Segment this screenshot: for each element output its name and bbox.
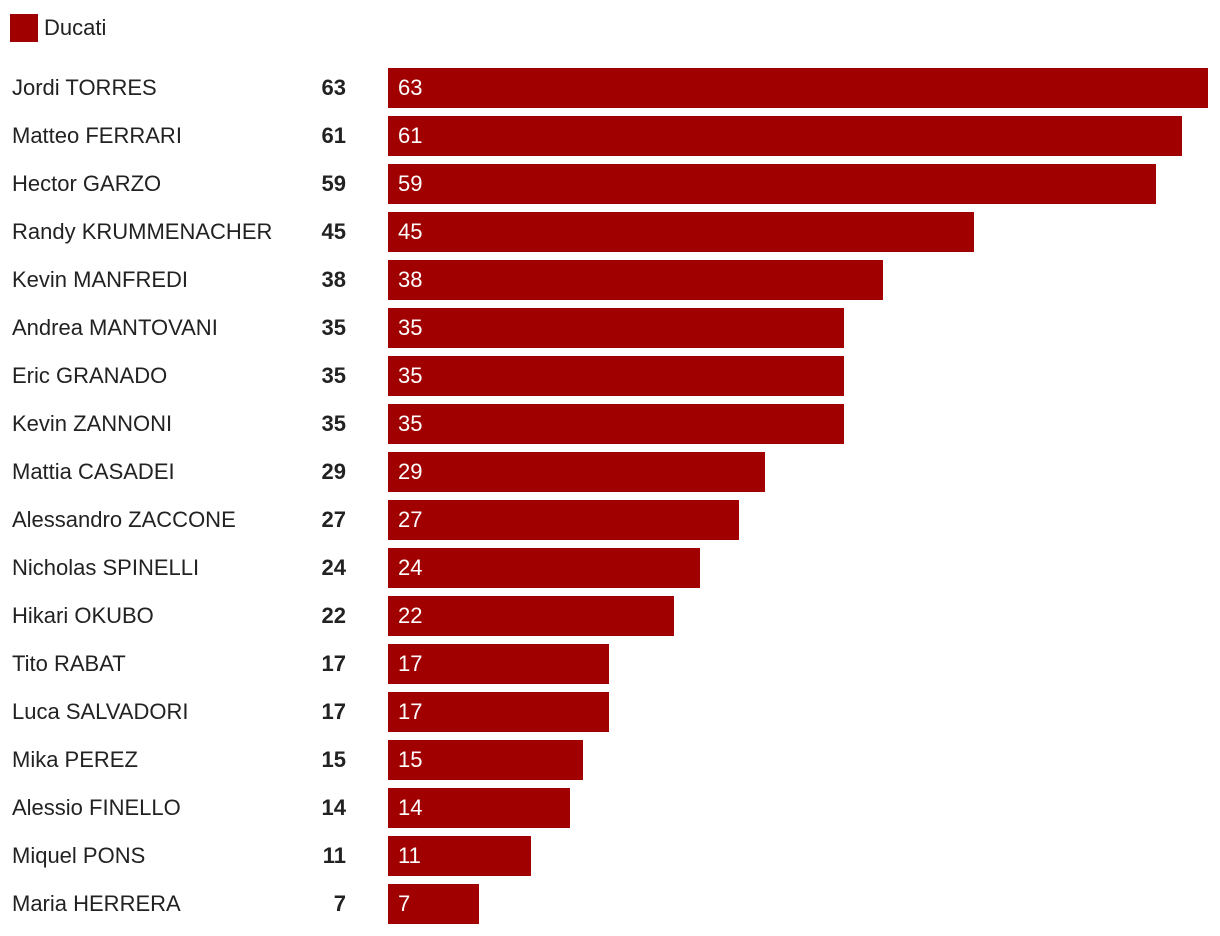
- category-label: Alessandro ZACCONE: [12, 507, 236, 532]
- value-label: 45: [321, 219, 346, 244]
- bar-row: Mika PEREZ 15 15: [0, 740, 1220, 780]
- bar-row: Andrea MANTOVANI 35 35: [0, 308, 1220, 348]
- bar-data-label: 61: [398, 123, 423, 148]
- bar: 35: [388, 356, 844, 396]
- category-label: Andrea MANTOVANI: [12, 315, 218, 340]
- bar-row: Jordi TORRES 63 63: [0, 68, 1220, 108]
- category-label: Mika PEREZ: [12, 747, 138, 772]
- category-label: Hector GARZO: [12, 171, 162, 196]
- value-label: 35: [321, 363, 346, 388]
- category-label: Matteo FERRARI: [12, 123, 182, 148]
- bar: 24: [388, 548, 700, 588]
- bar-data-label: 38: [398, 267, 423, 292]
- legend: Ducati: [10, 13, 106, 43]
- value-label: 22: [321, 603, 346, 628]
- bar-data-label: 35: [398, 411, 423, 436]
- bar: 22: [388, 596, 674, 636]
- bar-data-label: 29: [398, 459, 423, 484]
- bar-data-label: 59: [398, 171, 423, 196]
- bar: 7: [388, 884, 479, 924]
- bar: 59: [388, 164, 1156, 204]
- value-label: 27: [321, 507, 346, 532]
- bar: 45: [388, 212, 974, 252]
- bar: 38: [388, 260, 883, 300]
- category-label: Eric GRANADO: [12, 363, 168, 388]
- category-label: Hikari OKUBO: [12, 603, 154, 628]
- bar-row: Miquel PONS 11 11: [0, 836, 1220, 876]
- bar-data-label: 7: [398, 891, 411, 916]
- bar-row: Maria HERRERA 7 7: [0, 884, 1220, 924]
- category-label: Luca SALVADORI: [12, 699, 189, 724]
- value-label: 24: [321, 555, 346, 580]
- bar: 35: [388, 308, 844, 348]
- bar: 61: [388, 116, 1182, 156]
- bar: 17: [388, 644, 609, 684]
- category-label: Randy KRUMMENACHER: [12, 219, 273, 244]
- bar-row: Alessio FINELLO 14 14: [0, 788, 1220, 828]
- bar: 29: [388, 452, 765, 492]
- bar-data-label: 35: [398, 363, 423, 388]
- bar: 27: [388, 500, 739, 540]
- bar-row: Hikari OKUBO 22 22: [0, 596, 1220, 636]
- category-label: Tito RABAT: [12, 651, 126, 676]
- category-label: Kevin MANFREDI: [12, 267, 189, 292]
- value-label: 17: [321, 699, 346, 724]
- bar-data-label: 11: [398, 843, 421, 868]
- bar-data-label: 17: [398, 651, 423, 676]
- bar-data-label: 15: [398, 747, 423, 772]
- bar-row: Matteo FERRARI 61 61: [0, 116, 1220, 156]
- bar-row: Kevin MANFREDI 38 38: [0, 260, 1220, 300]
- value-label: 14: [321, 795, 346, 820]
- category-label: Nicholas SPINELLI: [12, 555, 200, 580]
- category-label: Alessio FINELLO: [12, 795, 181, 820]
- bar-row: Tito RABAT 17 17: [0, 644, 1220, 684]
- bar-data-label: 24: [398, 555, 423, 580]
- bar-data-label: 17: [398, 699, 423, 724]
- bar: 15: [388, 740, 583, 780]
- legend-label-ducati: Ducati: [44, 15, 107, 40]
- value-label: 59: [321, 171, 346, 196]
- value-label: 61: [321, 123, 346, 148]
- bar-row: Alessandro ZACCONE 27 27: [0, 500, 1220, 540]
- bar-data-label: 45: [398, 219, 423, 244]
- bar-row: Eric GRANADO 35 35: [0, 356, 1220, 396]
- bar-row: Kevin ZANNONI 35 35: [0, 404, 1220, 444]
- bar-data-label: 27: [398, 507, 423, 532]
- bar-data-label: 35: [398, 315, 423, 340]
- category-label: Kevin ZANNONI: [12, 411, 173, 436]
- bar-row: Nicholas SPINELLI 24 24: [0, 548, 1220, 588]
- bar-row: Hector GARZO 59 59: [0, 164, 1220, 204]
- bar-row: Randy KRUMMENACHER 45 45: [0, 212, 1220, 252]
- value-label: 11: [322, 843, 346, 868]
- value-label: 35: [321, 315, 346, 340]
- value-label: 17: [321, 651, 346, 676]
- bar: 11: [388, 836, 531, 876]
- bar-data-label: 14: [398, 795, 423, 820]
- bar-row: Mattia CASADEI 29 29: [0, 452, 1220, 492]
- value-label: 38: [321, 267, 346, 292]
- bar: 14: [388, 788, 570, 828]
- legend-swatch-ducati: [10, 14, 38, 42]
- value-label: 7: [333, 891, 346, 916]
- category-label: Miquel PONS: [12, 843, 146, 868]
- bar-data-label: 63: [398, 75, 423, 100]
- value-label: 29: [321, 459, 346, 484]
- value-label: 63: [321, 75, 346, 100]
- bar: 35: [388, 404, 844, 444]
- bar-data-label: 22: [398, 603, 423, 628]
- bar: 63: [388, 68, 1208, 108]
- value-label: 35: [321, 411, 346, 436]
- category-label: Maria HERRERA: [12, 891, 181, 916]
- category-label: Jordi TORRES: [12, 75, 157, 100]
- bar-row: Luca SALVADORI 17 17: [0, 692, 1220, 732]
- category-label: Mattia CASADEI: [12, 459, 175, 484]
- value-label: 15: [321, 747, 346, 772]
- bar: 17: [388, 692, 609, 732]
